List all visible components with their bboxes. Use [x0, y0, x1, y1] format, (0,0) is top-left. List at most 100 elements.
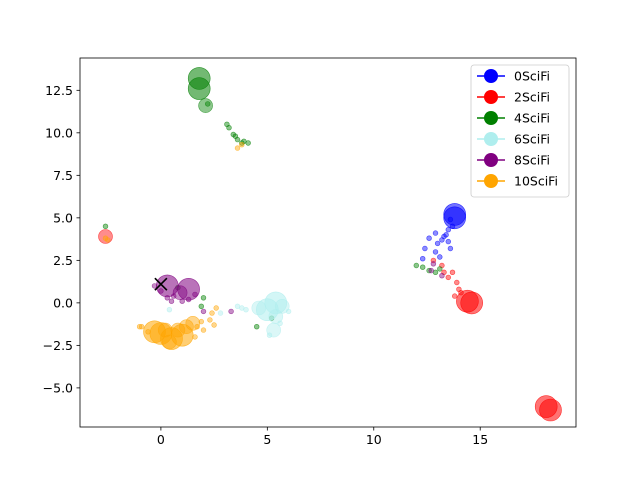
x-tick-label-2: 10	[366, 432, 382, 447]
data-point-series-0-12	[437, 254, 443, 260]
data-point-series-5-15	[194, 324, 200, 330]
legend-label-4: 8SciFi	[514, 153, 550, 168]
data-point-series-2-1	[187, 77, 211, 100]
data-point-series-0-11	[426, 235, 432, 241]
legend-marker-2	[484, 111, 498, 125]
points-layer	[98, 67, 562, 422]
legend-entry-0: 0SciFi	[477, 69, 550, 84]
data-point-series-5-12	[200, 327, 207, 333]
data-point-series-2-16	[437, 266, 443, 272]
data-point-series-4-6	[192, 291, 198, 298]
data-point-series-3-11	[234, 303, 241, 309]
legend-entry-5: 10SciFi	[477, 174, 558, 189]
data-point-series-0-6	[445, 238, 451, 245]
data-point-series-4-7	[158, 288, 164, 294]
data-point-series-2-8	[224, 121, 230, 128]
data-point-series-1-5	[454, 279, 460, 286]
y-tick-label-7: 12.5	[45, 83, 73, 98]
data-point-series-0-7	[434, 240, 441, 247]
data-point-series-3-4	[251, 300, 267, 316]
legend-marker-5	[484, 174, 498, 188]
x-tick-label-3: 15	[472, 432, 488, 447]
data-point-series-2-9	[232, 133, 239, 139]
data-point-series-2-13	[420, 264, 426, 270]
data-point-series-0-14	[420, 256, 426, 262]
data-point-series-1-10	[458, 290, 464, 296]
data-point-series-5-22	[136, 324, 143, 330]
data-point-series-2-18	[198, 303, 205, 309]
data-point-series-0-16	[449, 223, 456, 230]
data-point-series-2-12	[413, 262, 419, 269]
data-point-series-0-3	[445, 227, 451, 233]
data-point-series-4-12	[428, 267, 434, 274]
data-point-series-4-13	[430, 261, 437, 267]
data-point-series-5-8	[162, 334, 177, 350]
y-tick-label-2: 0.0	[53, 295, 73, 310]
data-point-series-1-1	[456, 289, 479, 313]
x-marker	[154, 277, 168, 291]
legend-marker-1	[484, 90, 498, 104]
legend: 0SciFi 2SciFi 4SciFi 6SciFi 8SciFi 10SciFi	[470, 64, 570, 198]
data-point-series-5-10	[145, 329, 151, 335]
data-point-series-4-3	[171, 293, 177, 299]
y-tick-label-0: −5.0	[43, 380, 73, 395]
data-point-series-4-15	[151, 283, 158, 289]
data-point-series-5-9	[192, 334, 198, 340]
x-tick-label-0: 0	[157, 432, 165, 447]
data-point-series-3-9	[266, 332, 273, 338]
y-tick-label-6: 10.0	[45, 125, 73, 140]
data-point-series-4-9	[185, 296, 192, 303]
data-point-series-3-12	[217, 310, 224, 316]
data-point-series-0-9	[447, 245, 454, 252]
legend-entry-3: 6SciFi	[477, 132, 550, 147]
data-point-series-5-13	[207, 317, 213, 323]
axes-layer: 0 5 10 15 −5.0 −2.5 0.0 2.5 5.0 7.5 10.0 12.5	[43, 57, 577, 447]
data-point-series-5-19	[239, 142, 245, 148]
data-point-series-3-5	[274, 298, 290, 314]
data-point-series-4-1	[177, 277, 200, 301]
x-tick-label-1: 5	[263, 432, 271, 447]
y-tick-label-3: 2.5	[53, 253, 73, 268]
data-point-series-5-21	[104, 237, 111, 243]
data-point-series-0-2	[447, 216, 454, 223]
data-point-series-0-13	[422, 245, 428, 252]
data-point-series-0-10	[432, 249, 439, 255]
data-point-series-2-17	[102, 223, 109, 230]
data-point-series-0-1	[443, 206, 467, 230]
legend-marker-0	[484, 69, 498, 83]
y-tick-label-4: 5.0	[53, 210, 73, 225]
legend-label-2: 4SciFi	[514, 111, 550, 126]
data-point-series-0-8	[432, 230, 439, 236]
data-point-series-1-9	[452, 293, 458, 299]
data-point-series-4-10	[228, 308, 234, 315]
data-point-series-5-18	[234, 145, 241, 151]
legend-entry-4: 8SciFi	[477, 153, 550, 168]
data-point-series-3-10	[285, 308, 292, 315]
data-point-series-5-7	[157, 322, 173, 338]
legend-label-1: 2SciFi	[514, 90, 550, 105]
y-tick-label-5: 7.5	[53, 168, 73, 183]
legend-marker-3	[484, 132, 498, 146]
legend-entry-2: 4SciFi	[477, 111, 550, 126]
legend-label-5: 10SciFi	[514, 174, 558, 189]
data-point-series-5-17	[209, 310, 215, 316]
data-point-series-5-6	[170, 322, 186, 338]
data-point-series-1-13	[98, 229, 113, 244]
data-point-series-5-3	[143, 320, 166, 344]
data-point-series-0-15	[441, 233, 447, 240]
data-point-series-5-16	[213, 305, 219, 311]
data-point-series-4-14	[439, 273, 445, 279]
data-point-series-5-14	[211, 322, 217, 328]
data-point-series-1-3	[539, 398, 562, 422]
data-point-series-4-4	[179, 298, 185, 304]
data-point-series-1-4	[449, 269, 456, 275]
data-point-series-4-11	[200, 308, 207, 315]
data-point-series-1-12	[445, 274, 451, 281]
data-point-series-5-23	[198, 318, 205, 325]
legend-label-3: 6SciFi	[514, 132, 550, 147]
legend-label-0: 0SciFi	[514, 69, 550, 84]
data-point-series-3-3	[266, 322, 282, 338]
data-point-series-2-2	[198, 98, 213, 113]
data-point-series-4-5	[164, 295, 171, 301]
